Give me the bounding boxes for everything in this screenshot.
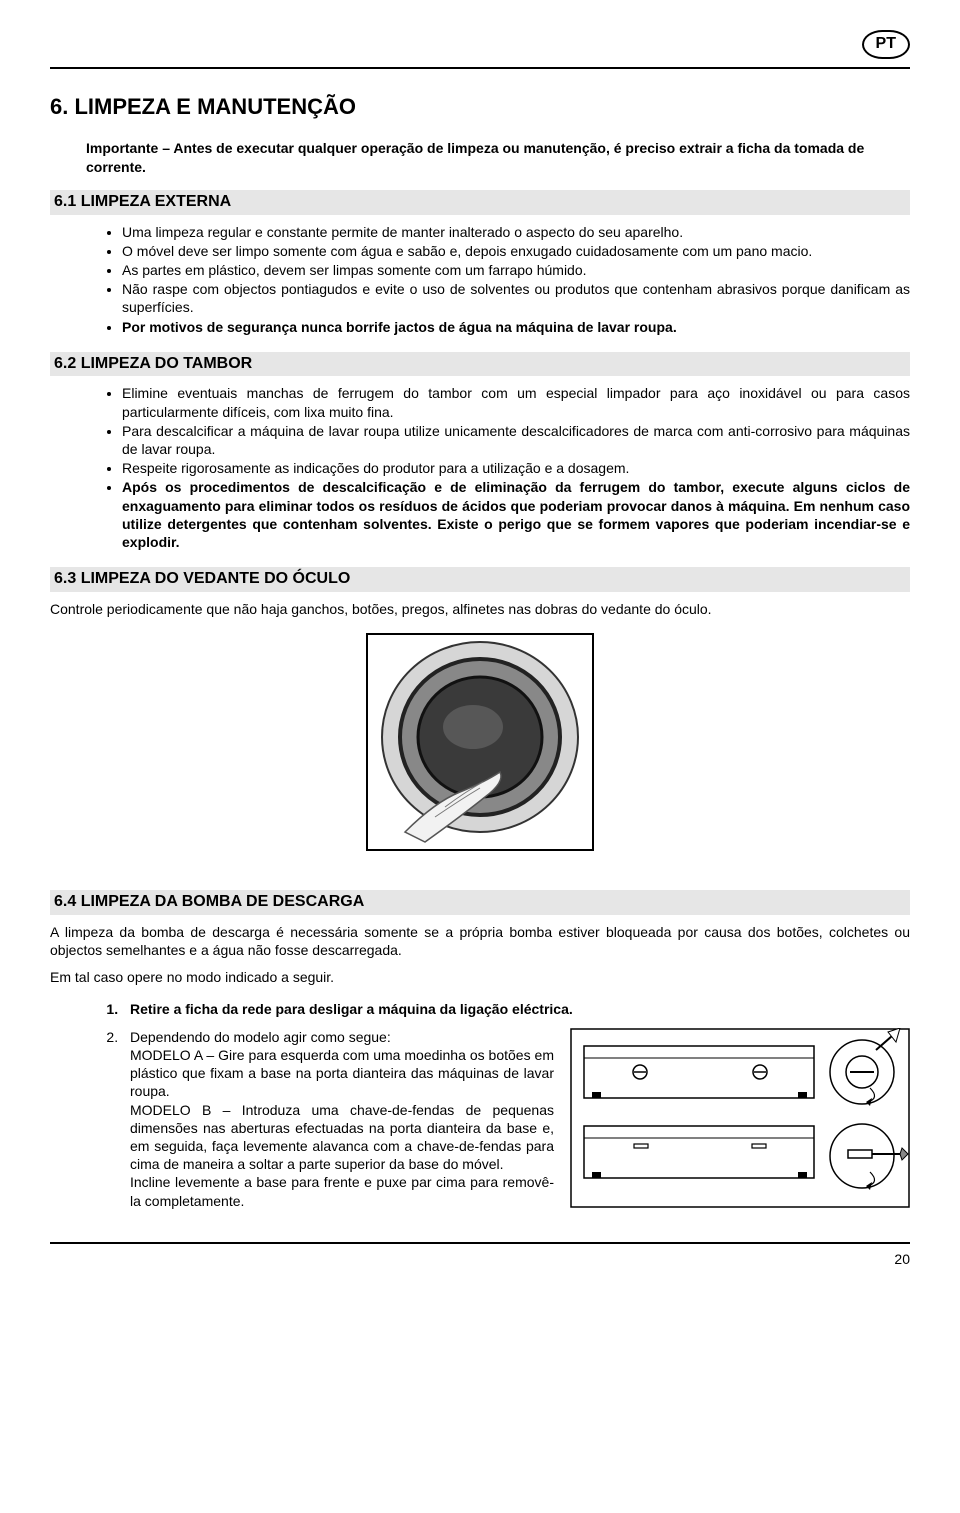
intro-paragraph: Importante – Antes de executar qualquer … xyxy=(86,139,910,175)
list-item-bold: Após os procedimentos de descalcificação… xyxy=(122,478,910,551)
step-1: Retire a ficha da rede para desligar a m… xyxy=(122,1000,910,1018)
bottom-divider xyxy=(50,1242,910,1244)
step-2-text: Dependendo do modelo agir como segue: MO… xyxy=(130,1028,554,1210)
step-2-model-a: MODELO A – Gire para esquerda com uma mo… xyxy=(130,1047,554,1099)
language-badge: PT xyxy=(50,30,910,59)
step-2-intro: Dependendo do modelo agir como segue: xyxy=(130,1029,391,1045)
list-item: Para descalcificar a máquina de lavar ro… xyxy=(122,422,910,458)
page-number: 20 xyxy=(50,1250,910,1268)
door-seal-illustration xyxy=(365,632,595,852)
plinth-illustration xyxy=(570,1028,910,1208)
section-6-2-list: Elimine eventuais manchas de ferrugem do… xyxy=(122,384,910,551)
section-6-1-list: Uma limpeza regular e constante permite … xyxy=(122,223,910,336)
section-6-3-heading: 6.3 LIMPEZA DO VEDANTE DO ÓCULO xyxy=(50,567,910,592)
plinth-figure xyxy=(570,1028,910,1212)
section-6-3-paragraph: Controle periodicamente que não haja gan… xyxy=(50,600,910,618)
list-item: As partes em plástico, devem ser limpas … xyxy=(122,261,910,279)
list-item: Não raspe com objectos pontiagudos e evi… xyxy=(122,280,910,316)
main-heading: 6. LIMPEZA E MANUTENÇÃO xyxy=(50,93,910,122)
section-6-4-paragraph-1: A limpeza da bomba de descarga é necessá… xyxy=(50,923,910,959)
language-badge-text: PT xyxy=(862,30,910,59)
section-6-4-steps: Retire a ficha da rede para desligar a m… xyxy=(122,1000,910,1212)
step-2-model-b: MODELO B – Introduza uma chave-de-fendas… xyxy=(130,1102,554,1173)
section-6-4-paragraph-2: Em tal caso opere no modo indicado a seg… xyxy=(50,968,910,986)
step-2-tail: Incline levemente a base para frente e p… xyxy=(130,1174,554,1208)
list-item-bold: Por motivos de segurança nunca borrife j… xyxy=(122,318,910,336)
list-item: O móvel deve ser limpo somente com água … xyxy=(122,242,910,260)
step-2: Dependendo do modelo agir como segue: MO… xyxy=(122,1028,910,1212)
section-6-2-heading: 6.2 LIMPEZA DO TAMBOR xyxy=(50,352,910,377)
list-item: Respeite rigorosamente as indicações do … xyxy=(122,459,910,477)
section-6-1-heading: 6.1 LIMPEZA EXTERNA xyxy=(50,190,910,215)
list-item: Elimine eventuais manchas de ferrugem do… xyxy=(122,384,910,420)
door-seal-figure xyxy=(50,632,910,856)
section-6-4-heading: 6.4 LIMPEZA DA BOMBA DE DESCARGA xyxy=(50,890,910,915)
list-item: Uma limpeza regular e constante permite … xyxy=(122,223,910,241)
top-divider xyxy=(50,67,910,69)
